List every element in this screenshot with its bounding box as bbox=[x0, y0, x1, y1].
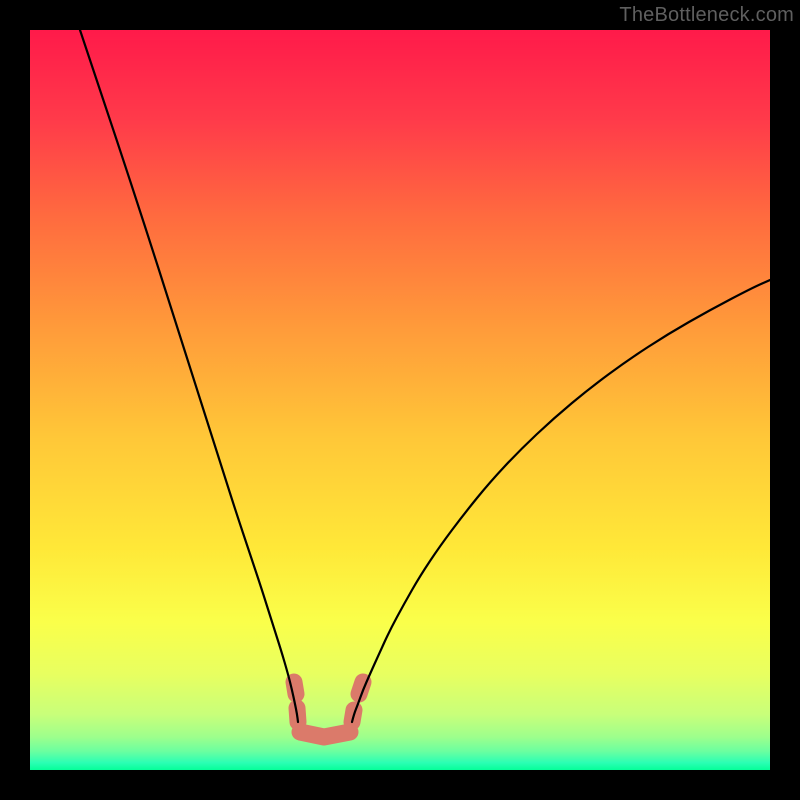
curve-right bbox=[352, 280, 770, 722]
curve-overlay bbox=[30, 30, 770, 770]
bottom-marker-seg-0 bbox=[294, 682, 296, 694]
curve-left bbox=[80, 30, 298, 722]
bottom-marker-seg-2 bbox=[300, 732, 350, 737]
attribution-text: TheBottleneck.com bbox=[619, 4, 794, 27]
plot-area bbox=[30, 30, 770, 770]
